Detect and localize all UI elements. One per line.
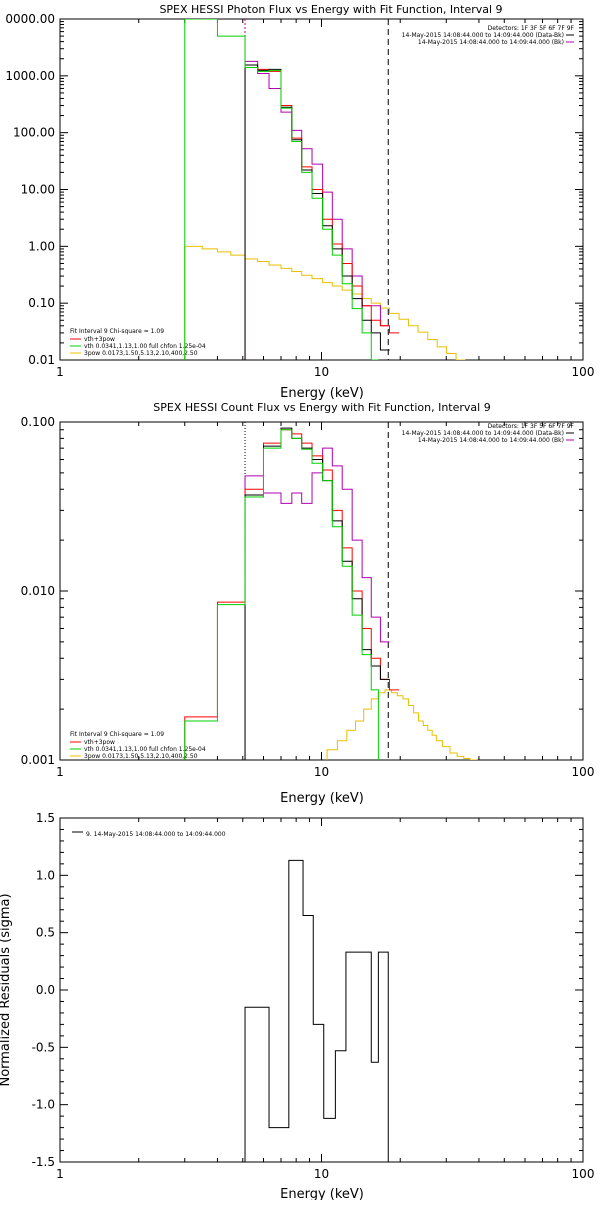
y-tick-label: 1.00 xyxy=(28,239,55,253)
residuals-panel: Energy (keV) Normalized Residuals (sigma… xyxy=(0,811,595,1202)
y-tick-label: 10.00 xyxy=(21,183,55,197)
info-block: Detectors: 1F 3F 5F 6F 7F 9F 14-May-2015… xyxy=(402,423,575,444)
info-block: Detectors: 1F 3F 5F 6F 7F 9F 14-May-2015… xyxy=(402,25,575,46)
y-tick-label: -0.5 xyxy=(32,1040,55,1054)
legend-item-label: 3pow 0.0173,1.50,5.13,2.10,400,2.50 xyxy=(84,753,198,760)
y-tick-label: 1.0 xyxy=(36,868,55,882)
x-axis-label: Energy (keV) xyxy=(280,1187,364,1200)
legend: 9. 14-May-2015 14:08:44.000 to 14:09:44.… xyxy=(86,831,226,838)
y-tick-label: 0.0 xyxy=(36,983,55,997)
legend-header: Fit Interval 9 Chi-square = 1.09 xyxy=(70,328,164,335)
y-tick-label: 0.010 xyxy=(21,584,55,598)
plot-frame xyxy=(59,817,584,1163)
series-group xyxy=(184,19,466,360)
x-tick-label: 10 xyxy=(314,1167,329,1181)
x-tick-label: 10 xyxy=(314,365,329,379)
x-tick-label: 1 xyxy=(56,765,64,779)
legend-item-label: vth+3pow xyxy=(84,336,115,343)
info-detectors: Detectors: 1F 3F 5F 6F 7F 9F xyxy=(488,25,575,32)
series-line xyxy=(326,689,478,760)
photon-flux-panel: SPEX HESSI Photon Flux vs Energy with Fi… xyxy=(5,3,594,401)
series-line xyxy=(244,859,389,1162)
x-tick-label: 100 xyxy=(572,1167,595,1181)
series-line xyxy=(184,429,400,760)
y-tick-label: 100.00 xyxy=(13,126,55,140)
chart-title: SPEX HESSI Count Flux vs Energy with Fit… xyxy=(153,401,490,414)
y-tick-label: -1.0 xyxy=(32,1098,55,1112)
legend-item-label: vth+3pow xyxy=(84,739,115,746)
y-tick-label: 0.100 xyxy=(21,415,55,429)
legend-item-label: 9. 14-May-2015 14:08:44.000 to 14:09:44.… xyxy=(86,831,226,838)
legend: Fit Interval 9 Chi-square = 1.09 vth+3po… xyxy=(70,731,206,760)
info-bk-interval: 14-May-2015 14:08:44.000 to 14:09:44.000… xyxy=(418,437,564,444)
y-axis-label: Normalized Residuals (sigma) xyxy=(0,893,13,1086)
series-line xyxy=(244,447,390,760)
y-tick-label: 0.10 xyxy=(28,296,55,310)
series-line xyxy=(184,19,379,360)
series-line xyxy=(244,60,390,360)
legend-item-label: 3pow 0.0173,1.50,5.13,2.10,400,2.50 xyxy=(84,350,198,357)
x-axis-label: Energy (keV) xyxy=(280,386,364,401)
x-tick-label: 1 xyxy=(56,365,64,379)
y-tick-label: 0.5 xyxy=(36,926,55,940)
y-tick-label: 0000.00 xyxy=(5,12,55,26)
legend-item-label: vth 0.0341,1.13,1.00 full chfon 1.25e-04 xyxy=(84,746,206,753)
x-tick-label: 100 xyxy=(572,765,595,779)
info-data-interval: 14-May-2015 14:08:44.000 to 14:09:44.000… xyxy=(402,430,564,437)
x-tick-label: 100 xyxy=(572,365,595,379)
series-line xyxy=(184,429,379,760)
info-bk-interval: 14-May-2015 14:08:44.000 to 14:09:44.000… xyxy=(418,39,564,46)
x-tick-label: 10 xyxy=(314,765,329,779)
legend-header: Fit Interval 9 Chi-square = 1.09 xyxy=(70,731,164,738)
series-group xyxy=(244,859,389,1162)
legend: Fit Interval 9 Chi-square = 1.09 vth+3po… xyxy=(70,328,206,357)
y-tick-label: 0.001 xyxy=(21,753,55,767)
x-tick-label: 1 xyxy=(56,1167,64,1181)
series-line xyxy=(244,64,390,360)
y-tick-label: -1.5 xyxy=(32,1155,55,1169)
y-tick-label: 1.5 xyxy=(36,811,55,825)
count-flux-panel: SPEX HESSI Count Flux vs Energy with Fit… xyxy=(21,401,595,806)
series-group xyxy=(184,427,478,760)
info-data-interval: 14-May-2015 14:08:44.000 to 14:09:44.000… xyxy=(402,32,564,39)
chart-title: SPEX HESSI Photon Flux vs Energy with Fi… xyxy=(159,3,502,16)
series-line xyxy=(244,67,400,360)
series-line xyxy=(244,427,390,760)
y-tick-label: 0.01 xyxy=(28,353,55,367)
legend-item-label: vth 0.0341,1.13,1.00 full chfon 1.25e-04 xyxy=(84,343,206,350)
info-detectors: Detectors: 1F 3F 5F 6F 7F 9F xyxy=(488,423,575,430)
y-tick-label: 1000.00 xyxy=(5,69,55,83)
series-line xyxy=(184,245,466,360)
x-axis-label: Energy (keV) xyxy=(280,791,364,806)
